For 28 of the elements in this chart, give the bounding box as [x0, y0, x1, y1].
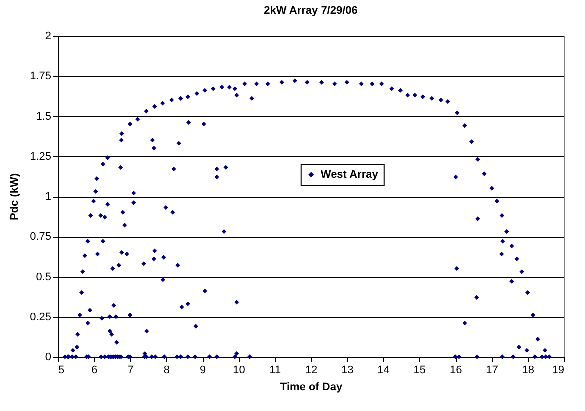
x-tick-label: 10 [233, 364, 246, 376]
y-axis-title: Pdc (kW) [9, 173, 22, 221]
x-tick-label: 11 [270, 364, 282, 376]
y-tick-label: 1.5 [36, 110, 52, 123]
x-tick-label: 15 [414, 364, 426, 376]
y-tick-label: 0.5 [36, 271, 52, 284]
legend-label: West Array [320, 168, 380, 181]
y-tick-label: 1.25 [30, 150, 52, 163]
x-tick-label: 14 [378, 364, 390, 376]
x-tick-label: 8 [164, 364, 170, 376]
y-tick-label: 0.25 [30, 311, 52, 324]
x-tick-label: 16 [450, 364, 462, 376]
x-tick-label: 18 [522, 364, 534, 376]
x-tick-label: 17 [486, 364, 498, 376]
y-tick-label: 2 [45, 30, 52, 42]
x-tick-label: 6 [92, 364, 98, 376]
x-tick-label: 13 [342, 364, 354, 376]
chart-title: 2kW Array 7/29/06 [264, 5, 358, 17]
y-tick-label: 0 [45, 352, 52, 364]
y-tick-label: 1.75 [30, 70, 52, 83]
x-tick-label: 7 [128, 364, 134, 376]
y-tick-label: 1 [45, 191, 52, 203]
x-tick-label: 5 [58, 364, 65, 376]
x-tick-label: 9 [200, 364, 206, 376]
x-tick-label: 12 [305, 364, 318, 376]
x-axis-title: Time of Day [280, 382, 344, 394]
y-tick-label: 0.75 [30, 231, 52, 244]
x-tick-label: 19 [552, 364, 564, 376]
